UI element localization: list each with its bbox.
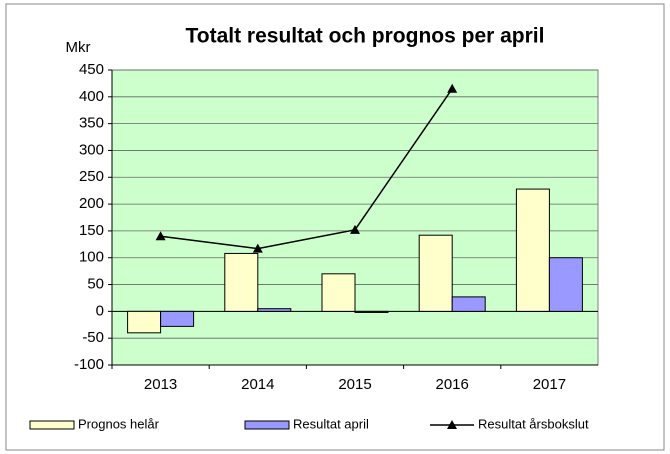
marker [447,83,458,93]
legend-label: Prognos helår [78,416,160,431]
legend-label: Resultat årsbokslut [478,416,589,431]
chart-title: Totalt resultat och prognos per april [186,25,545,48]
bar [548,257,583,312]
y-tick-label: 200 [79,195,104,212]
y-tick-label: 100 [79,249,104,266]
x-tick-label: 2013 [144,376,177,393]
legend-swatch [244,420,290,430]
x-tick-label: 2015 [338,376,371,393]
y-tick-label: 450 [79,61,104,78]
marker [155,231,166,241]
bar [515,188,550,312]
bar [224,252,259,312]
x-tick-label: 2016 [436,376,469,393]
y-tick-label: 350 [79,115,104,132]
y-tick-label: -100 [74,356,104,373]
bar [418,234,453,312]
x-tick-label: 2017 [533,376,566,393]
legend-marker [447,420,457,429]
legend-swatch [29,420,75,430]
y-axis-label: Mkr [66,39,91,56]
y-tick-label: 300 [79,141,104,158]
y-tick-label: 0 [96,302,104,319]
bar [321,273,356,312]
y-tick-label: 150 [79,222,104,239]
x-tick-label: 2014 [241,376,274,393]
y-tick-label: 250 [79,168,104,185]
bar [257,308,292,312]
bar [127,310,162,334]
y-tick-label: -50 [82,329,104,346]
y-tick-label: 400 [79,88,104,105]
marker [252,243,263,253]
bar [160,310,195,327]
bar [451,296,486,312]
legend-label: Resultat april [293,416,369,431]
marker [350,224,360,234]
y-tick-label: 50 [87,276,104,293]
line [160,88,453,250]
bar [354,310,389,313]
